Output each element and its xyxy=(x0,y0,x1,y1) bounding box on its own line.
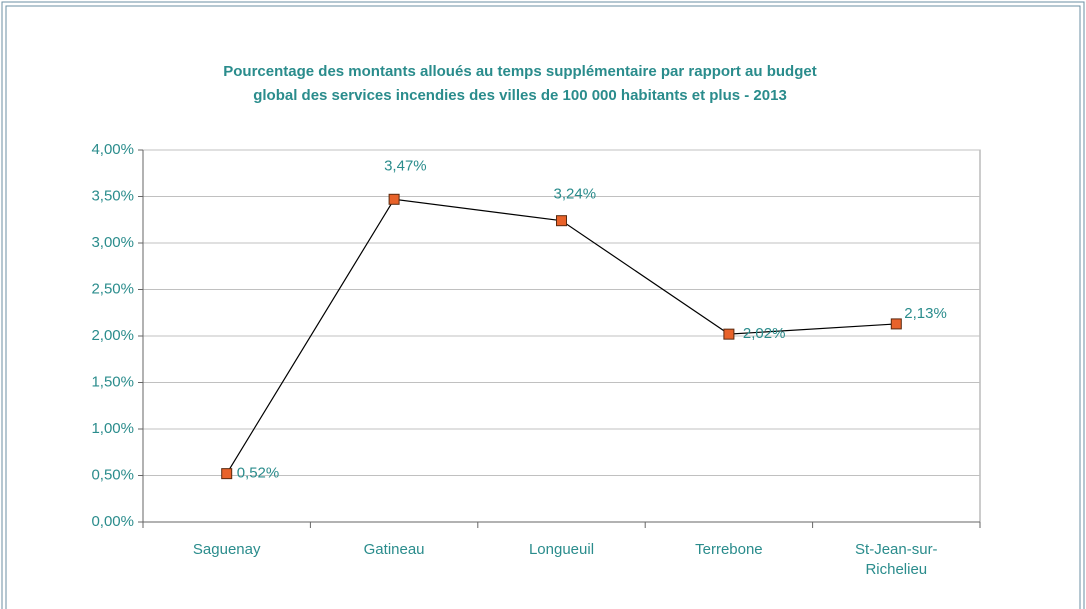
y-tick-label: 0,00% xyxy=(91,513,134,530)
data-label: 0,52% xyxy=(237,465,280,482)
y-tick-label: 1,00% xyxy=(91,420,134,437)
data-label: 2,13% xyxy=(904,305,947,322)
marker xyxy=(388,193,400,205)
x-tick-label: Longueuil xyxy=(528,541,595,558)
x-tick-label: Gatineau xyxy=(363,541,425,558)
chart-title: Pourcentage des montants alloués au temp… xyxy=(223,63,816,80)
x-tick-label: Terrebone xyxy=(695,541,763,558)
x-tick-label: Saguenay xyxy=(192,541,261,558)
marker xyxy=(723,328,735,340)
y-tick-label: 0,50% xyxy=(91,466,134,483)
y-tick-label: 3,50% xyxy=(91,187,134,204)
y-tick-label: 1,50% xyxy=(91,373,134,390)
marker xyxy=(556,215,567,227)
y-tick-label: 4,00% xyxy=(91,141,134,158)
marker xyxy=(890,318,902,330)
y-tick-label: 2,00% xyxy=(91,327,134,344)
inner-frame xyxy=(5,5,1081,609)
data-label: 3,24% xyxy=(554,186,597,203)
y-tick-label: 2,50% xyxy=(91,280,134,297)
y-tick-label: 3,00% xyxy=(91,234,134,251)
marker xyxy=(221,468,233,480)
data-label: 2,02% xyxy=(743,325,786,342)
data-label: 3,47% xyxy=(384,157,427,174)
chart-title: global des services incendies des villes… xyxy=(253,87,787,104)
x-tick-label: St-Jean-sur-Richelieu xyxy=(855,541,938,578)
